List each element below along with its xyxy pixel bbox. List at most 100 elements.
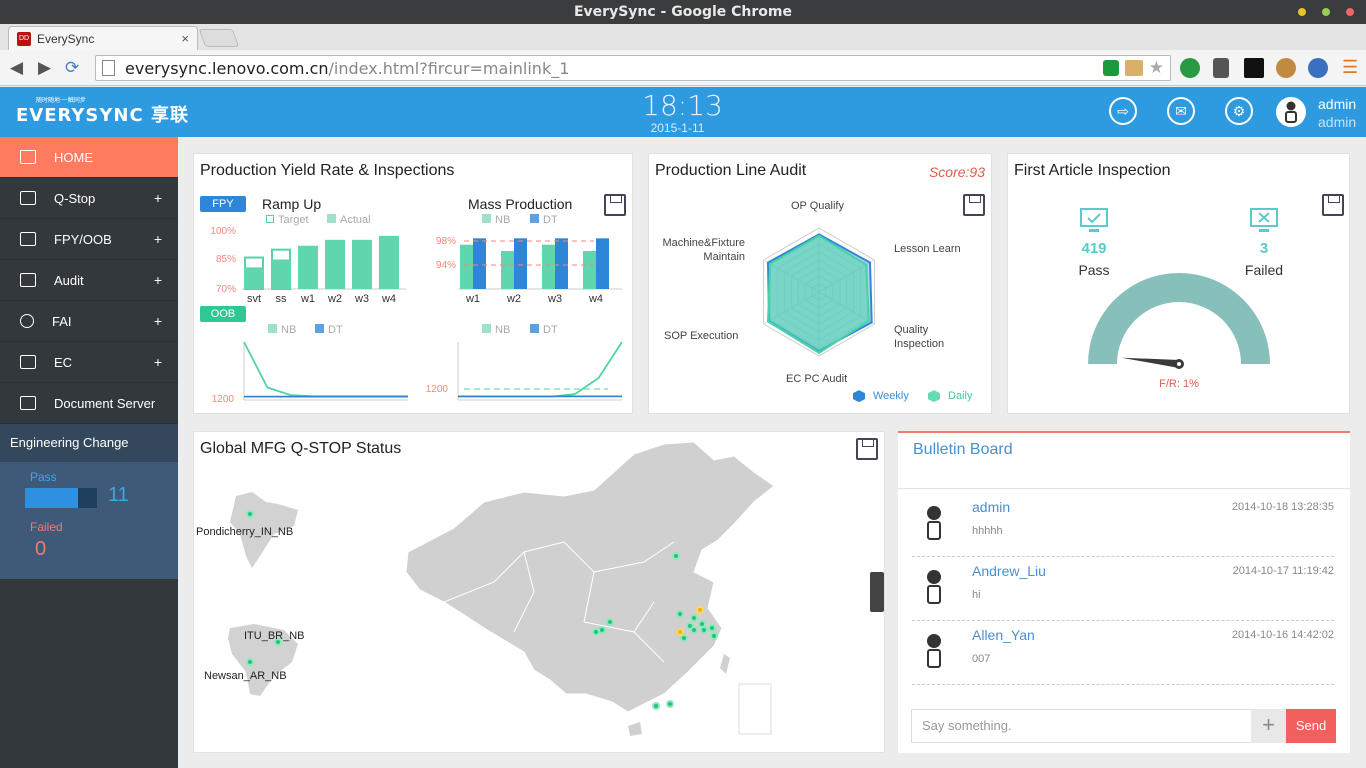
- menu-icon[interactable]: ☰: [1342, 57, 1359, 77]
- taiwan-shape: [720, 654, 730, 674]
- message-input[interactable]: Say something.: [911, 709, 1286, 743]
- address-bar[interactable]: everysync.lenovo.com.cn/index.html?fircu…: [95, 55, 1171, 81]
- sidebar-item-fai[interactable]: FAI +: [0, 301, 178, 342]
- extension-mask-icon[interactable]: [1244, 58, 1264, 78]
- user-name: admin: [1318, 96, 1357, 112]
- sidebar-item-ec[interactable]: EC +: [0, 342, 178, 383]
- new-tab-button[interactable]: [198, 29, 240, 47]
- gauge-needle: [1121, 357, 1179, 368]
- gauge-arc: [1088, 273, 1270, 364]
- avatar[interactable]: [1276, 97, 1306, 127]
- ec-pass-label: Pass: [30, 470, 57, 484]
- url-path: /index.html?fircur=mainlink_1: [328, 58, 570, 78]
- sidebar-item-qstop[interactable]: Q-Stop +: [0, 178, 178, 219]
- fai-title: First Article Inspection: [1014, 162, 1171, 179]
- x-tick-label: w2: [506, 293, 521, 305]
- fr-gauge: [1088, 273, 1270, 369]
- bulletin-message: admin hhhhh 2014-10-18 13:28:35: [912, 493, 1334, 557]
- close-tab-icon[interactable]: ×: [181, 31, 189, 46]
- audit-score: Score:93: [928, 164, 985, 180]
- x-tick-label: ss: [276, 293, 288, 305]
- sidebar-item-label: HOME: [54, 149, 93, 165]
- save-icon[interactable]: [856, 438, 878, 460]
- reload-icon[interactable]: ⟳: [65, 58, 80, 77]
- page-icon: [102, 60, 115, 76]
- x-tick-label: w1: [465, 293, 480, 305]
- bulletin-message: Andrew_Liu hi 2014-10-17 11:19:42: [912, 557, 1334, 621]
- cookie-icon[interactable]: [1276, 58, 1296, 78]
- map-site-label[interactable]: ITU_BR_NB: [244, 630, 305, 642]
- sidebar: HOME Q-Stop + FPY/OOB + Audit + FAI + EC + Do…: [0, 137, 178, 768]
- monitor-check-icon: [1080, 208, 1108, 232]
- sidebar-item-audit[interactable]: Audit +: [0, 260, 178, 301]
- extension-d-icon[interactable]: [1180, 58, 1200, 78]
- save-icon[interactable]: [963, 194, 985, 216]
- audit-radar-chart: [763, 227, 875, 357]
- map-panel: Global MFG Q-STOP Status Pondicherry_IN_…: [193, 431, 885, 753]
- messages-button[interactable]: ✉: [1167, 97, 1195, 125]
- shield-extension-icon[interactable]: [1102, 60, 1119, 76]
- radar-axis-label: OP Qualify: [791, 200, 844, 212]
- message-author[interactable]: Allen_Yan: [972, 627, 1035, 643]
- url-host: everysync.lenovo.com.cn: [125, 58, 329, 78]
- maximize-button[interactable]: [1322, 8, 1330, 16]
- sidebar-item-home[interactable]: HOME: [0, 137, 178, 178]
- minimize-button[interactable]: [1298, 8, 1306, 16]
- sidebar-item-document-server[interactable]: Document Server: [0, 383, 178, 424]
- bulletin-board: Bulletin Board admin hhhhh 2014-10-18 13…: [898, 431, 1350, 753]
- sidebar-item-label: FPY/OOB: [54, 231, 112, 247]
- ec-pass-track: [25, 488, 97, 508]
- bar-dt: [473, 238, 486, 289]
- bar-dt: [596, 238, 609, 289]
- monitor-x-icon: [1250, 208, 1278, 232]
- expand-icon: +: [153, 272, 162, 288]
- save-icon[interactable]: [1322, 194, 1344, 216]
- radar-axis-label: SOP Execution: [664, 330, 739, 342]
- china-shape: [405, 441, 775, 713]
- laptop-icon: [20, 191, 36, 205]
- sidebar-item-label: EC: [54, 354, 73, 370]
- settings-button[interactable]: ⚙: [1225, 97, 1253, 125]
- y-tick-label: 85%: [216, 254, 236, 265]
- search-icon: [20, 314, 34, 328]
- legend-nb: NB: [482, 214, 510, 226]
- yield-panel: Production Yield Rate & Inspections FPY …: [193, 153, 633, 414]
- close-window-button[interactable]: [1346, 8, 1354, 16]
- forward-icon[interactable]: ▶: [38, 58, 52, 77]
- sidebar-item-fpy-oob[interactable]: FPY/OOB +: [0, 219, 178, 260]
- legend-weekly[interactable]: Weekly: [853, 390, 909, 403]
- add-attachment-button[interactable]: +: [1251, 709, 1286, 743]
- logo-tagline: 随时随地·一触同步: [36, 97, 86, 104]
- fai-pass-value: 419: [1081, 240, 1107, 257]
- fr-label: F/R: 1%: [1159, 378, 1199, 390]
- legend-daily[interactable]: Daily: [928, 390, 972, 403]
- map-site-label[interactable]: Newsan_AR_NB: [204, 670, 287, 682]
- x-tick-label: w2: [327, 293, 342, 305]
- send-button[interactable]: Send: [1286, 709, 1336, 743]
- map-site-label[interactable]: Pondicherry_IN_NB: [196, 526, 294, 538]
- back-icon[interactable]: ◀: [10, 58, 24, 77]
- globe-icon[interactable]: [1308, 58, 1328, 78]
- message-author[interactable]: Andrew_Liu: [972, 563, 1046, 579]
- radar-axis-label: Machine&Fixture Maintain: [662, 237, 745, 263]
- y-tick-label: 94%: [436, 260, 456, 271]
- logout-button[interactable]: ⇨: [1109, 97, 1137, 125]
- user-avatar-icon: [927, 570, 941, 604]
- tab-title: EverySync: [37, 31, 95, 46]
- x-tick-label: w3: [547, 293, 562, 305]
- india-shape: [230, 492, 298, 568]
- favicon-icon: DD: [17, 31, 31, 46]
- sidebar-item-label: FAI: [52, 313, 72, 329]
- user-info[interactable]: admin admin: [1318, 95, 1356, 131]
- hainan-shape: [628, 722, 642, 736]
- extension-tool-icon[interactable]: [1213, 58, 1229, 78]
- app-header: 随时随地·一触同步 EVERYSYNC 享联 18:13 2015-1-11 ⇨…: [0, 87, 1366, 137]
- ramp-title: Ramp Up: [262, 196, 322, 212]
- bookmark-star-icon[interactable]: ★: [1148, 58, 1164, 78]
- browser-tab[interactable]: DD EverySync ×: [8, 26, 198, 50]
- message-author[interactable]: admin: [972, 499, 1011, 515]
- gear-icon: ⚙: [1232, 102, 1246, 119]
- extension-icon[interactable]: [1124, 60, 1143, 76]
- save-icon[interactable]: [604, 194, 626, 216]
- ec-title: Engineering Change: [0, 424, 178, 462]
